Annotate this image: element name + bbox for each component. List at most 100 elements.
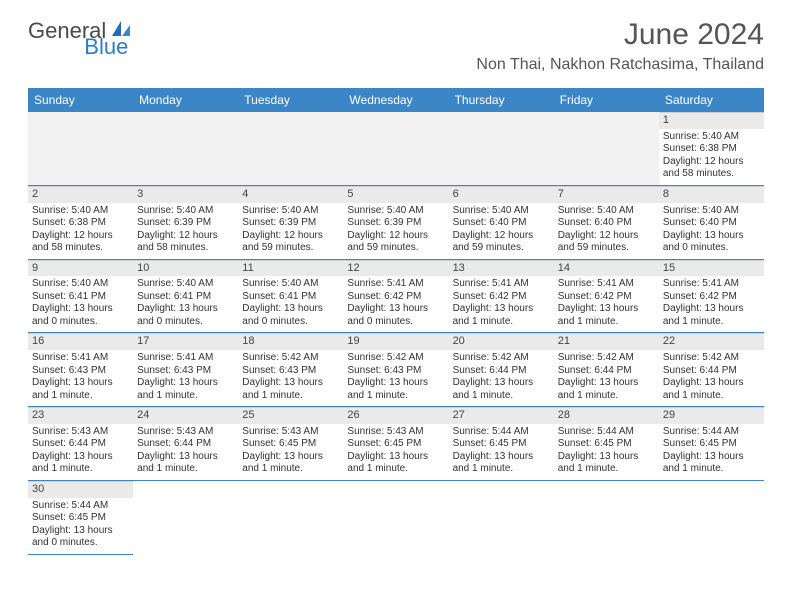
daylight-line: Daylight: 13 hours and 1 minute. — [32, 451, 129, 476]
day-body: Sunrise: 5:44 AMSunset: 6:45 PMDaylight:… — [554, 424, 659, 480]
calendar-cell: 24Sunrise: 5:43 AMSunset: 6:44 PMDayligh… — [133, 407, 238, 481]
day-number: 12 — [343, 260, 448, 277]
sunrise-line: Sunrise: 5:40 AM — [32, 205, 129, 218]
day-number: 25 — [238, 407, 343, 424]
sunrise-line: Sunrise: 5:44 AM — [32, 500, 129, 513]
day-number: 13 — [449, 260, 554, 277]
sunset-line: Sunset: 6:42 PM — [453, 291, 550, 304]
day-number: 9 — [28, 260, 133, 277]
daylight-line: Daylight: 13 hours and 1 minute. — [453, 377, 550, 402]
sunrise-line: Sunrise: 5:40 AM — [32, 278, 129, 291]
day-body: Sunrise: 5:42 AMSunset: 6:43 PMDaylight:… — [343, 350, 448, 406]
calendar-cell: 13Sunrise: 5:41 AMSunset: 6:42 PMDayligh… — [449, 259, 554, 333]
sunrise-line: Sunrise: 5:42 AM — [347, 352, 444, 365]
day-body: Sunrise: 5:40 AMSunset: 6:41 PMDaylight:… — [133, 276, 238, 332]
daylight-line: Daylight: 13 hours and 1 minute. — [347, 377, 444, 402]
day-number: 29 — [659, 407, 764, 424]
sunset-line: Sunset: 6:38 PM — [663, 143, 760, 156]
daylight-line: Daylight: 13 hours and 1 minute. — [453, 451, 550, 476]
day-header-row: SundayMondayTuesdayWednesdayThursdayFrid… — [28, 88, 764, 112]
calendar-row: 1Sunrise: 5:40 AMSunset: 6:38 PMDaylight… — [28, 112, 764, 185]
day-number: 5 — [343, 186, 448, 203]
day-body: Sunrise: 5:42 AMSunset: 6:44 PMDaylight:… — [449, 350, 554, 406]
sunset-line: Sunset: 6:41 PM — [137, 291, 234, 304]
day-number: 30 — [28, 481, 133, 498]
day-body: Sunrise: 5:43 AMSunset: 6:45 PMDaylight:… — [343, 424, 448, 480]
sunset-line: Sunset: 6:41 PM — [242, 291, 339, 304]
sunrise-line: Sunrise: 5:42 AM — [663, 352, 760, 365]
daylight-line: Daylight: 13 hours and 1 minute. — [663, 451, 760, 476]
sunrise-line: Sunrise: 5:43 AM — [32, 426, 129, 439]
day-body: Sunrise: 5:41 AMSunset: 6:42 PMDaylight:… — [343, 276, 448, 332]
day-body: Sunrise: 5:44 AMSunset: 6:45 PMDaylight:… — [449, 424, 554, 480]
calendar-cell: 9Sunrise: 5:40 AMSunset: 6:41 PMDaylight… — [28, 259, 133, 333]
sunset-line: Sunset: 6:44 PM — [453, 365, 550, 378]
calendar-cell-empty — [554, 112, 659, 185]
day-body: Sunrise: 5:43 AMSunset: 6:44 PMDaylight:… — [28, 424, 133, 480]
sunset-line: Sunset: 6:43 PM — [242, 365, 339, 378]
day-number: 2 — [28, 186, 133, 203]
sunrise-line: Sunrise: 5:41 AM — [137, 352, 234, 365]
calendar-cell: 25Sunrise: 5:43 AMSunset: 6:45 PMDayligh… — [238, 407, 343, 481]
logo-text-blue: Blue — [84, 34, 128, 60]
calendar-cell: 26Sunrise: 5:43 AMSunset: 6:45 PMDayligh… — [343, 407, 448, 481]
daylight-line: Daylight: 12 hours and 58 minutes. — [663, 156, 760, 181]
daylight-line: Daylight: 13 hours and 0 minutes. — [242, 303, 339, 328]
daylight-line: Daylight: 13 hours and 0 minutes. — [32, 303, 129, 328]
sunset-line: Sunset: 6:44 PM — [558, 365, 655, 378]
calendar-cell-empty — [133, 480, 238, 554]
sunrise-line: Sunrise: 5:41 AM — [558, 278, 655, 291]
calendar-cell: 21Sunrise: 5:42 AMSunset: 6:44 PMDayligh… — [554, 333, 659, 407]
calendar-cell: 14Sunrise: 5:41 AMSunset: 6:42 PMDayligh… — [554, 259, 659, 333]
sunrise-line: Sunrise: 5:40 AM — [347, 205, 444, 218]
sunset-line: Sunset: 6:44 PM — [32, 438, 129, 451]
day-body: Sunrise: 5:41 AMSunset: 6:43 PMDaylight:… — [133, 350, 238, 406]
calendar-table: SundayMondayTuesdayWednesdayThursdayFrid… — [28, 88, 764, 555]
day-header: Saturday — [659, 88, 764, 112]
sunset-line: Sunset: 6:43 PM — [347, 365, 444, 378]
day-body: Sunrise: 5:42 AMSunset: 6:44 PMDaylight:… — [554, 350, 659, 406]
sunset-line: Sunset: 6:45 PM — [347, 438, 444, 451]
calendar-cell: 1Sunrise: 5:40 AMSunset: 6:38 PMDaylight… — [659, 112, 764, 185]
sunrise-line: Sunrise: 5:43 AM — [137, 426, 234, 439]
calendar-cell: 19Sunrise: 5:42 AMSunset: 6:43 PMDayligh… — [343, 333, 448, 407]
sunset-line: Sunset: 6:39 PM — [347, 217, 444, 230]
calendar-cell-empty — [449, 112, 554, 185]
day-number: 26 — [343, 407, 448, 424]
day-number: 28 — [554, 407, 659, 424]
day-body: Sunrise: 5:40 AMSunset: 6:39 PMDaylight:… — [343, 203, 448, 259]
sunrise-line: Sunrise: 5:41 AM — [32, 352, 129, 365]
calendar-cell: 23Sunrise: 5:43 AMSunset: 6:44 PMDayligh… — [28, 407, 133, 481]
day-header: Monday — [133, 88, 238, 112]
daylight-line: Daylight: 13 hours and 1 minute. — [558, 451, 655, 476]
calendar-cell: 15Sunrise: 5:41 AMSunset: 6:42 PMDayligh… — [659, 259, 764, 333]
sunrise-line: Sunrise: 5:42 AM — [242, 352, 339, 365]
day-body: Sunrise: 5:42 AMSunset: 6:44 PMDaylight:… — [659, 350, 764, 406]
day-body: Sunrise: 5:40 AMSunset: 6:39 PMDaylight:… — [238, 203, 343, 259]
sunrise-line: Sunrise: 5:40 AM — [663, 205, 760, 218]
day-body: Sunrise: 5:40 AMSunset: 6:40 PMDaylight:… — [449, 203, 554, 259]
sunset-line: Sunset: 6:40 PM — [558, 217, 655, 230]
title-block: June 2024 Non Thai, Nakhon Ratchasima, T… — [476, 18, 764, 74]
sunset-line: Sunset: 6:44 PM — [663, 365, 760, 378]
daylight-line: Daylight: 13 hours and 1 minute. — [347, 451, 444, 476]
sunset-line: Sunset: 6:42 PM — [663, 291, 760, 304]
calendar-cell: 16Sunrise: 5:41 AMSunset: 6:43 PMDayligh… — [28, 333, 133, 407]
daylight-line: Daylight: 12 hours and 59 minutes. — [347, 230, 444, 255]
calendar-cell-empty — [659, 480, 764, 554]
sunrise-line: Sunrise: 5:40 AM — [137, 205, 234, 218]
day-body: Sunrise: 5:43 AMSunset: 6:44 PMDaylight:… — [133, 424, 238, 480]
day-number: 18 — [238, 333, 343, 350]
day-number: 3 — [133, 186, 238, 203]
day-header: Sunday — [28, 88, 133, 112]
day-header: Thursday — [449, 88, 554, 112]
sunset-line: Sunset: 6:43 PM — [137, 365, 234, 378]
daylight-line: Daylight: 13 hours and 1 minute. — [663, 303, 760, 328]
calendar-row: 9Sunrise: 5:40 AMSunset: 6:41 PMDaylight… — [28, 259, 764, 333]
daylight-line: Daylight: 13 hours and 1 minute. — [663, 377, 760, 402]
sunset-line: Sunset: 6:45 PM — [453, 438, 550, 451]
sunset-line: Sunset: 6:39 PM — [242, 217, 339, 230]
calendar-cell: 5Sunrise: 5:40 AMSunset: 6:39 PMDaylight… — [343, 185, 448, 259]
sunrise-line: Sunrise: 5:42 AM — [453, 352, 550, 365]
day-number: 8 — [659, 186, 764, 203]
